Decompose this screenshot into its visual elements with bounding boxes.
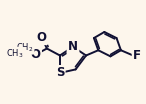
Text: F: F <box>133 49 141 62</box>
Text: O: O <box>31 48 41 61</box>
Text: S: S <box>56 66 64 79</box>
Text: O: O <box>37 31 47 44</box>
Text: N: N <box>68 40 78 53</box>
Text: CH$_3$: CH$_3$ <box>6 48 23 60</box>
Text: CH$_2$: CH$_2$ <box>16 41 34 54</box>
